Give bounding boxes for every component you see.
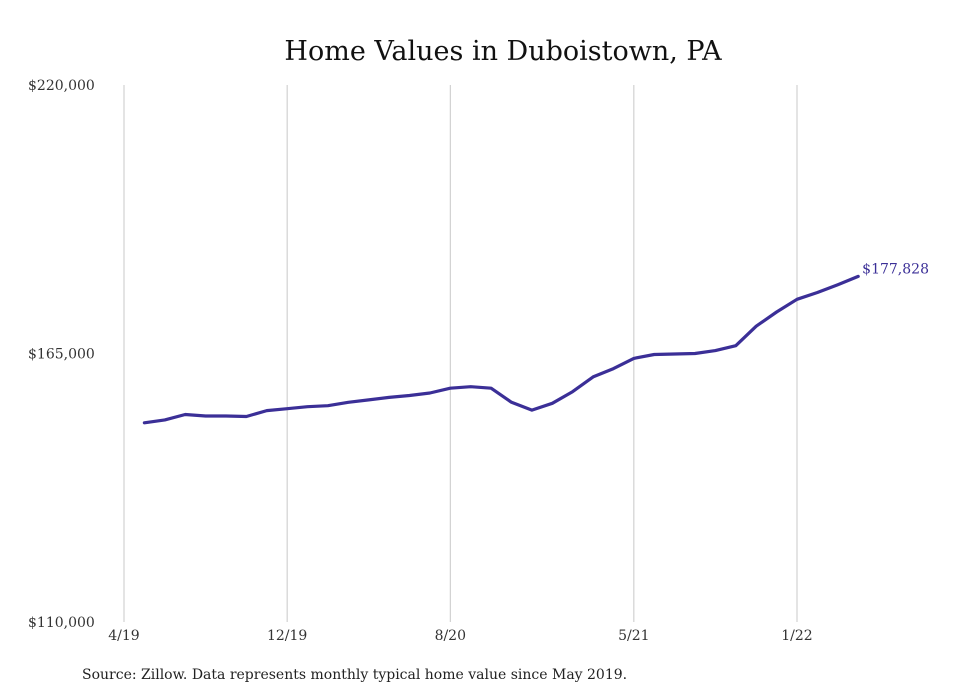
y-tick-label: $165,000 bbox=[28, 347, 95, 363]
x-tick-label: 5/21 bbox=[618, 628, 649, 644]
chart-title: Home Values in Duboistown, PA bbox=[284, 36, 722, 67]
x-tick-label: 8/20 bbox=[435, 628, 466, 644]
x-tick-label: 1/22 bbox=[781, 628, 812, 644]
x-axis-ticks: 4/19 12/19 8/20 5/21 1/22 bbox=[108, 628, 812, 644]
y-axis-ticks: $220,000 $165,000 $110,000 bbox=[28, 78, 95, 631]
y-tick-label: $110,000 bbox=[28, 615, 95, 631]
series-line bbox=[142, 274, 860, 425]
end-value-label: $177,828 bbox=[862, 261, 929, 277]
x-tick-label: 4/19 bbox=[108, 628, 139, 644]
gridlines bbox=[123, 85, 798, 622]
x-tick-label: 12/19 bbox=[267, 628, 307, 644]
y-tick-label: $220,000 bbox=[28, 78, 95, 94]
source-note: Source: Zillow. Data represents monthly … bbox=[82, 667, 628, 683]
